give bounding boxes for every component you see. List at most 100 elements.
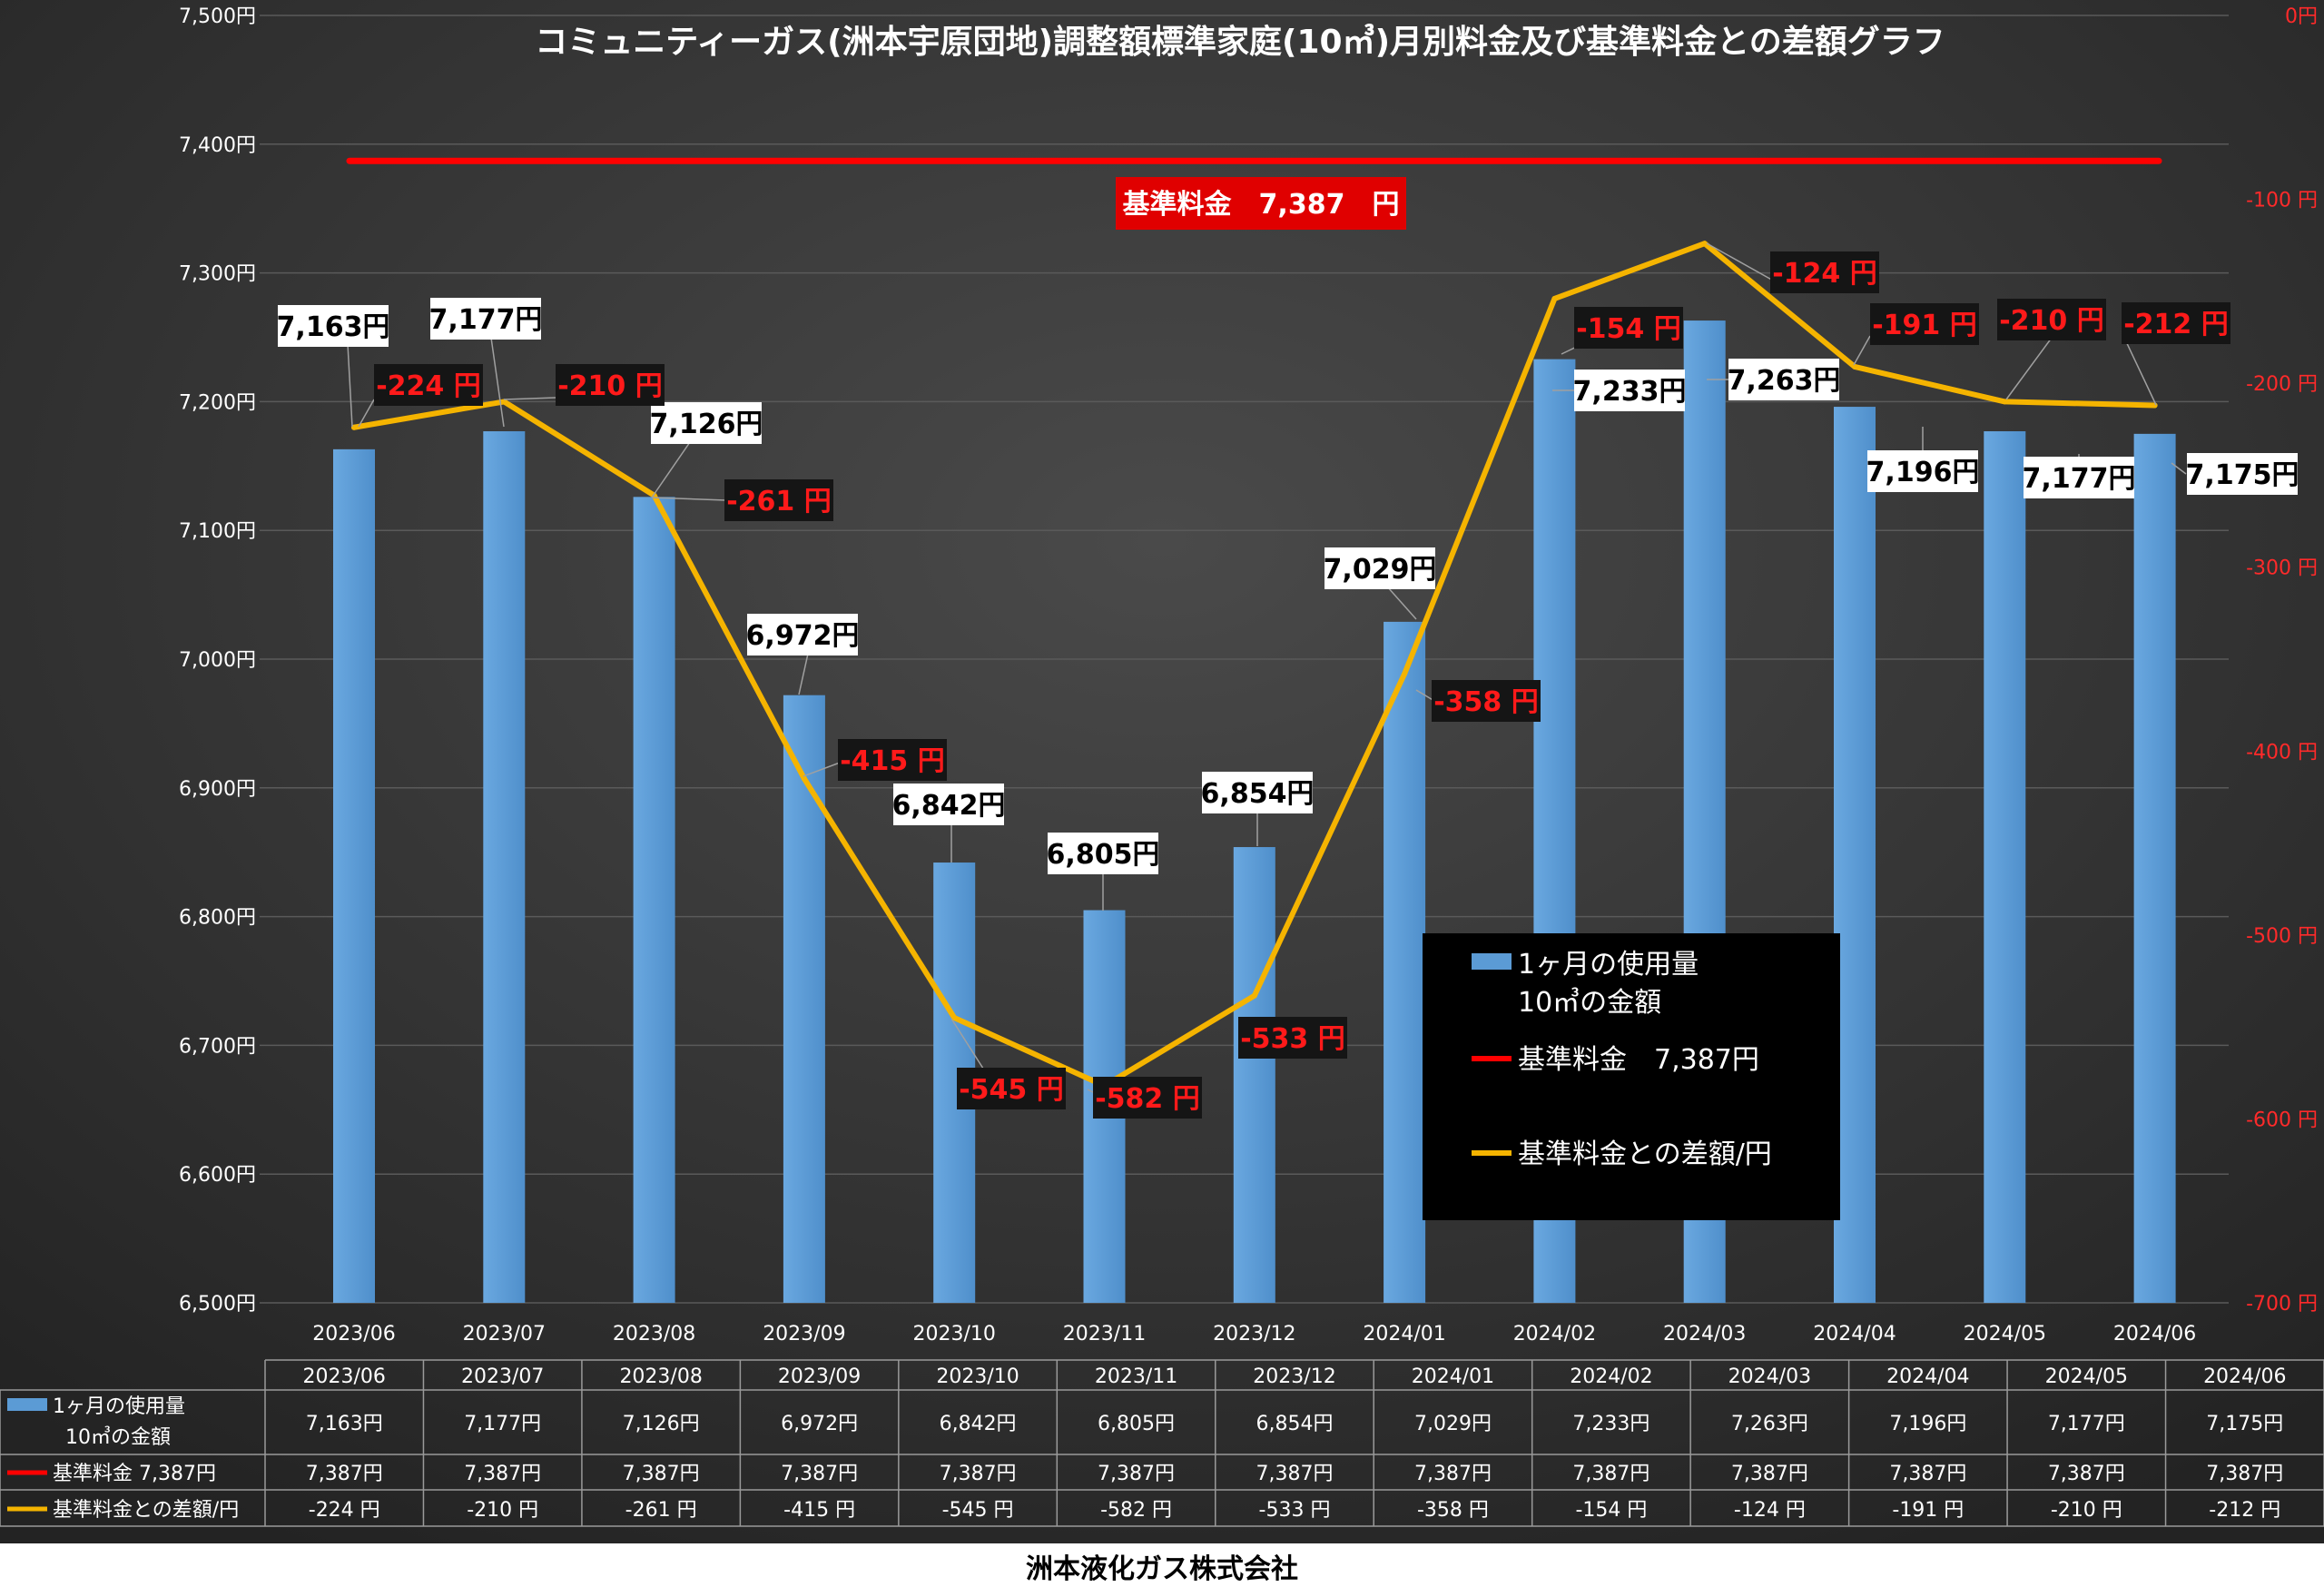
table-cell: -124 円: [1734, 1499, 1806, 1522]
table-cell: -212 円: [2209, 1499, 2280, 1522]
y-left-tick-label: 7,000円: [179, 649, 256, 672]
bar-value-label-box: [278, 305, 389, 347]
bar-value-label: 6,972円: [746, 620, 860, 652]
diff-value-label: -210 円: [557, 370, 663, 402]
table-row-name: 1ヶ月の使用量: [53, 1395, 185, 1418]
x-tick-label: 2023/12: [1213, 1323, 1295, 1346]
x-tick-label: 2024/04: [1813, 1323, 1896, 1346]
diff-value-label: -415 円: [840, 745, 945, 777]
diff-point: [2002, 399, 2008, 405]
leader-line: [1706, 242, 1776, 282]
x-tick-label: 2024/02: [1513, 1323, 1596, 1346]
y-right-tick-label: -700 円: [2246, 1293, 2318, 1316]
table-header-cell: 2023/11: [1095, 1365, 1177, 1388]
table-cell: 7,387円: [1889, 1463, 1966, 1485]
diff-point: [801, 775, 807, 782]
diff-value-label: -358 円: [1433, 686, 1539, 718]
table-header-cell: 2023/12: [1253, 1365, 1335, 1388]
table-cell: 7,387円: [2206, 1463, 2283, 1485]
bar-value-label: 7,233円: [1573, 376, 1687, 408]
table-cell: -582 円: [1100, 1499, 1172, 1522]
table-cell: -154 円: [1575, 1499, 1647, 1522]
y-right-tick-label: -400 円: [2246, 741, 2318, 764]
table-header-cell: 2023/06: [303, 1365, 386, 1388]
bar-value-label: 7,029円: [1324, 554, 1437, 586]
chart-background: [0, 0, 2324, 1543]
diff-point: [1402, 671, 1408, 677]
bar: [783, 695, 825, 1303]
table-swatch-bar: [7, 1398, 47, 1411]
legend-label: 基準料金との差額/円: [1518, 1138, 1772, 1170]
y-left-tick-label: 7,300円: [179, 263, 256, 286]
table-header-cell: 2024/02: [1570, 1365, 1652, 1388]
x-tick-label: 2023/10: [912, 1323, 995, 1346]
x-tick-label: 2023/08: [613, 1323, 695, 1346]
axes: 7,500円 7,400円 7,300円 7,200円 7,100円 7,000円 6,90…: [179, 5, 2318, 1346]
table-cell: 7,387円: [623, 1463, 700, 1485]
bar-value-label-box: [1324, 547, 1435, 589]
leader-line: [2171, 462, 2187, 475]
leader-line: [651, 441, 691, 498]
y-left-tick-label: 6,600円: [179, 1164, 256, 1187]
bar-value-label-box: [2187, 453, 2298, 495]
y-left-tick-label: 6,900円: [179, 778, 256, 801]
table-header-cell: 2024/01: [1412, 1365, 1494, 1388]
y-left-tick-label: 7,500円: [179, 5, 256, 28]
diff-value-label: -154 円: [1576, 313, 1681, 345]
table-row-name: 基準料金との差額/円: [53, 1499, 239, 1522]
table-cell: 6,972円: [781, 1413, 858, 1435]
table-cell: 7,163円: [306, 1413, 383, 1435]
diff-value-label-box: [556, 364, 665, 406]
diff-point: [1251, 992, 1257, 999]
table-row-name: 10㎥の金額: [65, 1425, 171, 1449]
bar-value-label: 7,177円: [429, 304, 543, 336]
table-cell: 7,387円: [2048, 1463, 2125, 1485]
x-tick-label: 2023/09: [763, 1323, 845, 1346]
y-right-tick-label: 0円: [2285, 5, 2318, 28]
table-cell: -545 円: [942, 1499, 1014, 1522]
leader-line: [651, 497, 727, 501]
bar: [333, 448, 375, 1304]
table-header-cell: 2024/06: [2203, 1365, 2286, 1388]
y-left-tick-label: 7,400円: [179, 134, 256, 157]
table-cell: -210 円: [2051, 1499, 2122, 1522]
bar-value-label: 6,805円: [1047, 839, 1160, 871]
table-header-cell: 2024/04: [1886, 1365, 1969, 1388]
legend-box: [1423, 933, 1840, 1220]
y-right-tick-label: -500 円: [2246, 925, 2318, 948]
table-cell: 7,177円: [464, 1413, 541, 1435]
bar-value-label-box: [893, 784, 1004, 825]
table-cell: -261 円: [625, 1499, 697, 1522]
bar-value-label: 7,177円: [2023, 463, 2136, 495]
table-cell: 7,126円: [623, 1413, 700, 1435]
bar-value-label-box: [1048, 833, 1158, 874]
diff-value-label: -210 円: [1999, 305, 2104, 337]
diff-point: [1701, 241, 1708, 247]
bar-value-label: 7,163円: [277, 311, 390, 343]
bar-value-label: 7,175円: [2186, 459, 2299, 491]
x-tick-label: 2023/11: [1063, 1323, 1146, 1346]
base-annotation-box: [1116, 177, 1406, 230]
table-cell: 7,387円: [1414, 1463, 1492, 1485]
chart-title: コミュニティーガス(洲本宇原団地)調整額標準家庭(10㎥)月別料金及び基準料金と…: [535, 23, 1945, 61]
table-cell: -358 円: [1417, 1499, 1489, 1522]
x-tick-label: 2024/01: [1363, 1323, 1445, 1346]
diff-value-label-box: [1093, 1077, 1202, 1119]
diff-value-label: -533 円: [1240, 1023, 1345, 1055]
table-cell: 7,387円: [306, 1463, 383, 1485]
y-right-tick-label: -100 円: [2246, 190, 2318, 212]
leader-line: [1853, 335, 1871, 366]
leader-line: [490, 337, 505, 428]
table-cell: -224 円: [309, 1499, 380, 1522]
table-cell: 7,387円: [1098, 1463, 1175, 1485]
table-header-cell: 2024/05: [2045, 1365, 2128, 1388]
y-left-tick-label: 7,100円: [179, 520, 256, 543]
diff-value-label-box: [374, 364, 483, 406]
bar: [1233, 847, 1275, 1303]
footer-company: 洲本液化ガス株式会社: [1026, 1553, 1298, 1585]
data-table: 2023/06 2023/07 2023/08 2023/09 2023/10 2023/…: [0, 1359, 2324, 1527]
x-tick-label: 2024/06: [2113, 1323, 2196, 1346]
diff-point: [951, 1015, 958, 1021]
